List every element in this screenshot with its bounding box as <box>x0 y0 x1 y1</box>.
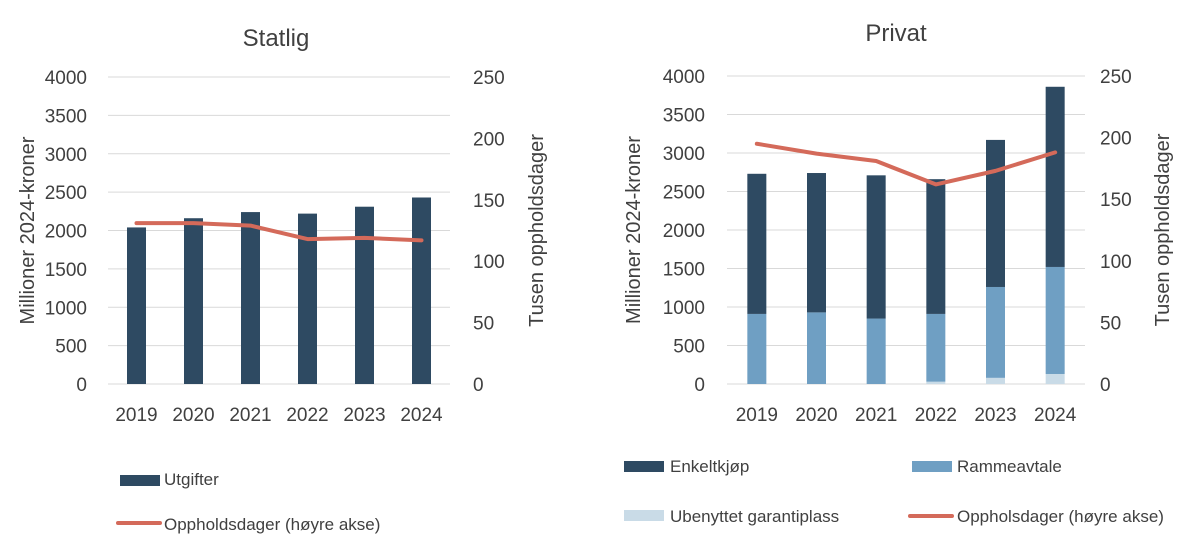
y-left-tick-privat: 4000 <box>663 67 705 88</box>
y-left-tick-statlig: 2000 <box>45 222 87 243</box>
legend-swatch-privat <box>912 461 952 472</box>
x-tick-privat: 2024 <box>1034 405 1077 426</box>
bar-privat <box>747 173 767 314</box>
y-left-tick-statlig: 2500 <box>45 183 87 204</box>
x-tick-privat: 2019 <box>736 405 778 426</box>
bar-privat <box>866 318 886 384</box>
chart-title-statlig: Statlig <box>243 25 310 52</box>
y-left-axis-label-statlig: Millioner 2024-kroner <box>17 136 39 324</box>
y-right-tick-statlig: 0 <box>473 375 484 396</box>
y-left-tick-privat: 2000 <box>663 221 705 242</box>
legend-swatch-privat <box>624 510 664 521</box>
x-tick-privat: 2020 <box>795 405 837 426</box>
y-right-tick-statlig: 100 <box>473 252 505 273</box>
bar-privat <box>1045 86 1065 267</box>
x-tick-statlig: 2019 <box>115 405 157 426</box>
y-left-tick-statlig: 1500 <box>45 260 87 281</box>
legend-label-statlig: Utgifter <box>164 470 219 489</box>
y-left-tick-statlig: 3000 <box>45 145 87 166</box>
y-right-tick-privat: 200 <box>1100 129 1132 150</box>
bar-privat <box>807 312 826 384</box>
bar-privat <box>926 381 946 384</box>
legend-swatch-statlig <box>120 475 160 486</box>
y-left-tick-privat: 1500 <box>663 260 705 281</box>
y-right-tick-privat: 50 <box>1100 313 1121 334</box>
y-left-tick-privat: 0 <box>694 375 705 396</box>
bar-statlig <box>127 227 146 384</box>
bar-statlig <box>241 212 260 384</box>
y-right-tick-privat: 100 <box>1100 252 1132 273</box>
y-right-axis-label-privat: Tusen oppholdsdager <box>1152 133 1174 326</box>
bar-statlig <box>412 197 431 384</box>
y-left-tick-privat: 3000 <box>663 144 705 165</box>
x-tick-statlig: 2021 <box>229 405 271 426</box>
x-tick-privat: 2021 <box>855 405 897 426</box>
bar-privat <box>926 313 946 382</box>
bar-privat <box>866 175 886 319</box>
x-tick-privat: 2023 <box>974 405 1016 426</box>
y-right-tick-statlig: 250 <box>473 68 505 89</box>
y-right-tick-privat: 250 <box>1100 67 1132 88</box>
y-right-tick-privat: 150 <box>1100 190 1132 211</box>
y-left-tick-privat: 3500 <box>663 106 705 127</box>
line-series-statlig <box>134 221 424 243</box>
x-tick-statlig: 2020 <box>172 405 214 426</box>
y-left-tick-statlig: 3500 <box>45 106 87 127</box>
bar-privat <box>1045 373 1065 384</box>
chart-title-privat: Privat <box>865 20 927 47</box>
y-right-tick-statlig: 150 <box>473 191 505 212</box>
legend-label-privat: Oppholsdager (høyre akse) <box>957 507 1164 526</box>
bar-privat <box>747 313 767 384</box>
legend-label-privat: Rammeavtale <box>957 457 1062 476</box>
y-left-tick-privat: 1000 <box>663 298 705 319</box>
x-tick-statlig: 2022 <box>286 405 328 426</box>
bar-privat <box>1045 266 1065 374</box>
y-left-tick-statlig: 500 <box>55 337 87 358</box>
y-left-tick-privat: 2500 <box>663 183 705 204</box>
x-tick-privat: 2022 <box>915 405 957 426</box>
legend-label-statlig: Oppholdsdager (høyre akse) <box>164 515 380 534</box>
y-right-tick-statlig: 50 <box>473 314 494 335</box>
bar-privat <box>807 173 826 313</box>
y-right-axis-label-statlig: Tusen oppholdsdager <box>526 134 548 327</box>
bar-privat <box>986 377 1005 384</box>
x-tick-statlig: 2024 <box>400 405 443 426</box>
x-tick-statlig: 2023 <box>343 405 385 426</box>
legend-swatch-privat <box>624 461 664 472</box>
y-left-tick-statlig: 4000 <box>45 68 87 89</box>
legend-label-privat: Ubenyttet garantiplass <box>670 507 839 526</box>
y-left-axis-label-privat: Millioner 2024-kroner <box>623 136 645 324</box>
bar-statlig <box>355 206 374 384</box>
y-right-tick-privat: 0 <box>1100 375 1111 396</box>
y-left-tick-statlig: 0 <box>76 375 87 396</box>
legend-label-privat: Enkeltkjøp <box>670 457 749 476</box>
bar-statlig <box>298 213 317 384</box>
bar-statlig <box>184 218 203 384</box>
bar-privat <box>986 286 1005 378</box>
bar-privat <box>926 179 946 314</box>
y-left-tick-privat: 500 <box>673 337 705 358</box>
line-series-privat <box>754 141 1058 187</box>
y-right-tick-statlig: 200 <box>473 129 505 150</box>
bar-privat <box>986 139 1005 287</box>
y-left-tick-statlig: 1000 <box>45 298 87 319</box>
